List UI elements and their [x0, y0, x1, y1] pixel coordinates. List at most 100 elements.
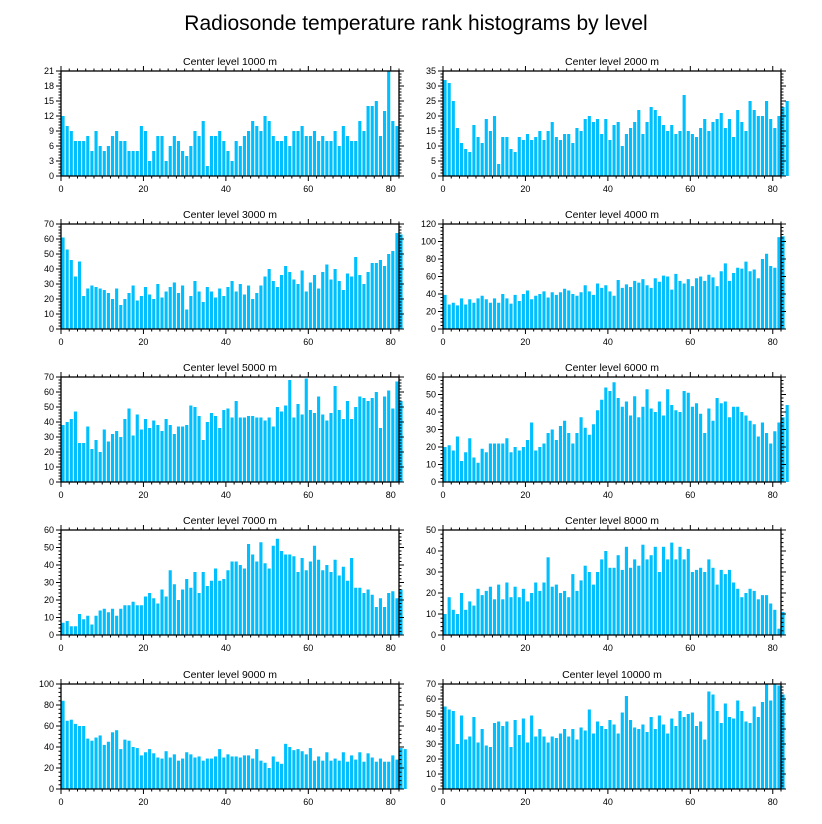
bar	[690, 572, 694, 635]
bar	[765, 433, 769, 482]
x-tick-label: 40	[221, 643, 231, 653]
bar	[304, 378, 308, 482]
bar	[362, 398, 366, 482]
bar	[546, 433, 550, 482]
bar	[317, 559, 321, 635]
bar	[736, 588, 740, 635]
bar	[135, 151, 139, 176]
bar	[612, 724, 616, 789]
bar	[480, 595, 484, 635]
bar	[620, 569, 624, 635]
bar	[218, 580, 222, 635]
bar	[740, 122, 744, 176]
bar	[354, 759, 358, 789]
bar	[546, 557, 550, 635]
bar	[164, 291, 168, 329]
bar	[752, 706, 756, 789]
bar	[686, 279, 690, 330]
bar	[106, 293, 110, 329]
bar	[748, 101, 752, 176]
x-tick-label: 40	[603, 337, 613, 347]
bar	[777, 116, 781, 176]
bar	[304, 291, 308, 329]
bar	[391, 251, 395, 329]
bar	[284, 266, 288, 329]
x-tick-label: 0	[58, 797, 63, 807]
bar	[234, 756, 238, 789]
bar	[135, 300, 139, 329]
bar	[226, 408, 230, 482]
bar	[201, 572, 205, 635]
bar	[699, 276, 703, 329]
bar	[292, 556, 296, 635]
panel-2: Center level 2000 m 0 20 40 60 80 0 5 10 15 20 25 30…	[426, 56, 789, 194]
bar	[288, 272, 292, 329]
bar	[139, 429, 143, 482]
bar	[94, 440, 98, 482]
x-tick-label: 20	[138, 643, 148, 653]
y-tick-label: 0	[431, 477, 436, 487]
bar	[127, 293, 131, 329]
bar	[686, 392, 690, 482]
bar	[727, 280, 732, 330]
bar	[571, 143, 575, 176]
bar	[300, 414, 304, 482]
bar	[271, 545, 275, 635]
bar	[600, 726, 604, 789]
bar	[707, 274, 711, 329]
bar	[649, 408, 653, 482]
bar	[530, 593, 534, 635]
bar	[185, 309, 189, 329]
bar	[480, 729, 484, 789]
bar	[90, 285, 94, 329]
bar	[591, 584, 596, 635]
bar	[214, 416, 218, 482]
bar	[69, 419, 73, 482]
bar	[641, 134, 645, 176]
bar	[267, 417, 271, 482]
y-tick-label: 40	[44, 560, 54, 570]
bar	[736, 700, 740, 789]
bar	[279, 763, 284, 789]
bar	[509, 452, 513, 482]
bar	[596, 410, 600, 482]
bar	[583, 730, 587, 789]
bar	[189, 296, 193, 329]
bar	[308, 282, 312, 329]
bar	[711, 567, 715, 635]
bar	[620, 712, 624, 789]
bar	[391, 591, 395, 635]
bar	[370, 263, 374, 329]
bar	[748, 723, 752, 789]
y-tick-label: 120	[421, 219, 436, 229]
bar	[255, 749, 259, 789]
bar	[521, 588, 525, 635]
bar	[152, 420, 156, 482]
y-tick-label: 21	[44, 66, 54, 76]
x-tick-label: 60	[303, 797, 313, 807]
bar	[587, 572, 591, 635]
bar	[123, 419, 127, 482]
bar	[773, 609, 777, 635]
bar	[732, 718, 736, 789]
y-tick-label: 6	[49, 141, 54, 151]
bar	[102, 151, 106, 176]
bar	[168, 425, 172, 482]
x-tick-label: 80	[386, 643, 396, 653]
y-tick-label: 0	[49, 784, 54, 794]
bar	[152, 598, 156, 635]
bar	[135, 605, 139, 635]
bar	[752, 269, 756, 329]
bar	[600, 559, 604, 635]
bar	[756, 436, 760, 482]
y-tick-label: 70	[426, 679, 436, 689]
bar	[304, 136, 308, 176]
bar	[637, 282, 641, 330]
bar	[563, 590, 567, 635]
bar	[451, 101, 455, 176]
bar	[238, 757, 242, 789]
bar	[509, 303, 513, 330]
bar	[263, 116, 267, 176]
bar	[201, 760, 205, 789]
bar	[492, 298, 497, 330]
